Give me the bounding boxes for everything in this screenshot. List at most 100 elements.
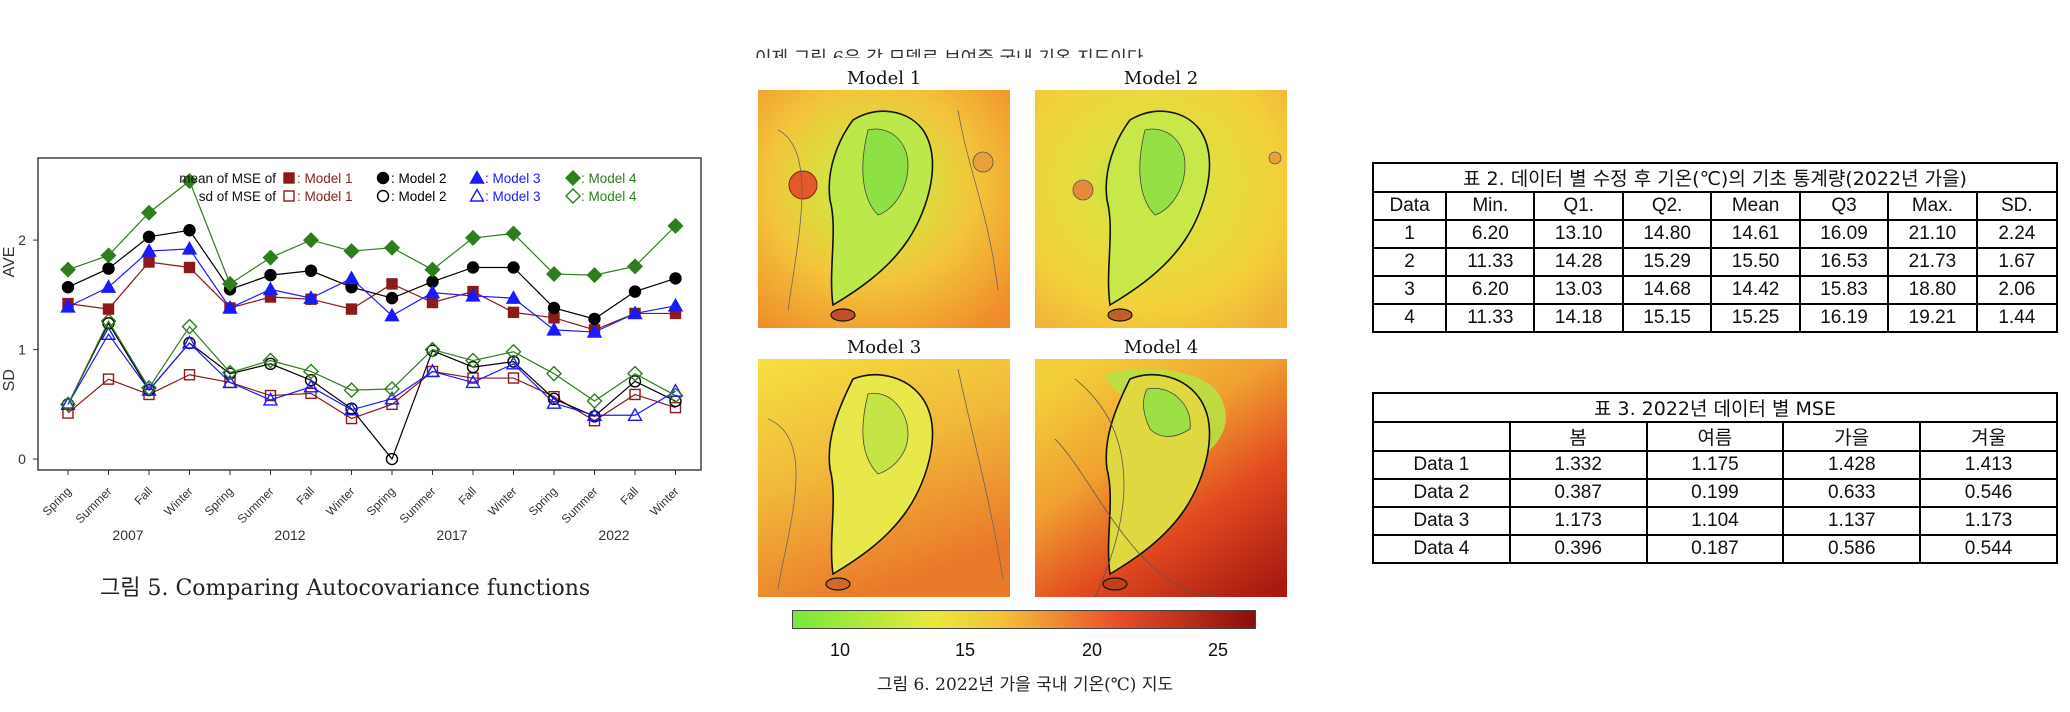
table-cell: 11.33 [1445, 247, 1536, 277]
table-cell: 13.03 [1533, 275, 1624, 305]
table-row: Data 3 1.173 1.104 1.137 1.173 [1372, 506, 2058, 536]
table-row: 1 6.20 13.10 14.80 14.61 16.09 21.10 2.24 [1371, 219, 2059, 249]
table-cell: 0.546 [1919, 478, 2058, 508]
mean-point-model-2 [385, 291, 399, 305]
map-model-2 [1035, 90, 1287, 328]
mean-point-model-4 [505, 225, 522, 242]
x-tick-label: Spring [202, 484, 236, 518]
legend-mean-marker-2 [376, 171, 390, 185]
table2-header-cell: Q3 [1798, 191, 1890, 221]
sd-point-model-1 [62, 407, 74, 419]
table-cell: 0.199 [1645, 478, 1785, 508]
mean-point-model-4 [546, 266, 562, 283]
colorbar [792, 610, 1256, 629]
table-cell: 1.67 [1975, 247, 2059, 277]
legend-sd-label-1: : Model 1 [297, 189, 353, 204]
legend-mean-label-1: : Model 1 [297, 171, 353, 186]
table-cell: 1 [1371, 219, 1448, 249]
mean-line-model-3 [67, 248, 676, 333]
sd-point-model-4 [424, 341, 441, 358]
mean-point-model-1 [183, 261, 196, 274]
table-cell: 3 [1371, 275, 1448, 305]
mean-point-model-3 [667, 297, 684, 312]
sd-point-model-4 [667, 387, 684, 404]
x-tick-label: Fall [294, 484, 318, 508]
map-title-model-1: Model 1 [846, 68, 922, 89]
x-tick-label: Spring [526, 484, 560, 518]
sd-point-model-3 [586, 407, 603, 421]
sd-point-model-1 [629, 388, 641, 401]
mean-point-model-2 [507, 261, 520, 274]
sd-point-model-4 [262, 352, 279, 369]
table-cell: 15.29 [1621, 247, 1713, 277]
mean-point-model-1 [548, 312, 560, 324]
year-label: 2012 [274, 527, 305, 543]
table2-header-cell: Min. [1445, 191, 1536, 221]
table-cell: 21.10 [1887, 219, 1978, 249]
table2-header-cell: Q2. [1621, 191, 1713, 221]
table-cell: 1.104 [1645, 506, 1785, 536]
sd-point-model-3 [60, 396, 76, 411]
table-cell: 14.18 [1533, 303, 1624, 333]
sd-point-model-2 [466, 360, 480, 374]
sd-point-model-1 [183, 369, 196, 381]
sd-point-model-3 [546, 395, 562, 409]
mean-point-model-2 [102, 262, 115, 275]
table2-header-row: Data Min. Q1. Q2. Mean Q3 Max. SD. [1371, 191, 2059, 221]
table2-header-cell: Max. [1887, 191, 1978, 221]
table2-header-cell: Mean [1710, 191, 1801, 221]
mean-line-model-4 [67, 180, 676, 285]
mean-point-model-3 [546, 321, 562, 336]
mean-point-model-3 [465, 288, 481, 302]
table-cell: 18.80 [1887, 275, 1978, 305]
x-tick-label: Spring [364, 484, 398, 518]
sd-point-model-3 [667, 383, 684, 397]
legend-sd-marker-2 [376, 189, 390, 203]
table3-header-cell: 가을 [1782, 421, 1922, 452]
table2-header-cell: Data [1371, 191, 1448, 221]
table-cell: Data 4 [1372, 534, 1511, 564]
table-cell: 16.09 [1798, 219, 1890, 249]
x-tick-label: Summer [397, 484, 439, 526]
mean-point-model-4 [303, 232, 319, 249]
mean-point-model-1 [507, 306, 520, 319]
mean-point-model-3 [424, 284, 441, 299]
sd-point-model-3 [181, 335, 198, 349]
mean-point-model-2 [61, 280, 75, 294]
table-cell: Data 2 [1372, 478, 1511, 508]
table-cell: 1.428 [1782, 450, 1922, 480]
y-tick-label: 1 [18, 342, 26, 358]
x-tick-label: Summer [73, 484, 115, 526]
sd-point-model-4 [181, 318, 198, 335]
table-row: 3 6.20 13.03 14.68 14.42 15.83 18.80 2.06 [1371, 275, 2059, 305]
legend-sd-marker-4 [565, 188, 581, 204]
mean-point-model-2 [264, 268, 277, 282]
legend-mean-label-4: : Model 4 [581, 171, 637, 186]
mean-line-model-2 [67, 229, 676, 320]
mean-point-model-4 [141, 204, 157, 221]
sd-point-model-2 [264, 357, 277, 371]
mean-point-model-3 [343, 270, 360, 285]
table3-title: 표 3. 2022년 데이터 별 MSE [1372, 392, 2058, 423]
table-cell: 0.544 [1919, 534, 2058, 564]
table-cell: 14.61 [1710, 219, 1801, 249]
map-title-model-4: Model 4 [1123, 337, 1199, 358]
table2-title: 표 2. 데이터 별 수정 후 기온(℃)의 기초 통계량(2022년 가을) [1372, 162, 2058, 193]
table-row: Data 4 0.396 0.187 0.586 0.544 [1372, 534, 2058, 564]
mean-point-model-3 [141, 243, 157, 257]
mean-point-model-4 [424, 261, 441, 278]
mean-point-model-3 [181, 240, 198, 255]
table-cell: 15.15 [1621, 303, 1713, 333]
x-tick-label: Summer [235, 484, 277, 526]
mean-point-model-2 [628, 285, 642, 298]
mean-point-model-1 [386, 278, 398, 290]
mean-point-model-2 [588, 312, 601, 326]
mean-point-model-1 [345, 303, 358, 315]
sd-point-model-3 [100, 326, 117, 340]
table2-header-cell: SD. [1975, 191, 2059, 221]
sd-point-model-4 [303, 363, 319, 380]
table-cell: 2.24 [1975, 219, 2059, 249]
year-label: 2007 [112, 527, 143, 543]
sd-point-model-2 [588, 410, 601, 423]
x-tick-label: Winter [323, 484, 357, 518]
